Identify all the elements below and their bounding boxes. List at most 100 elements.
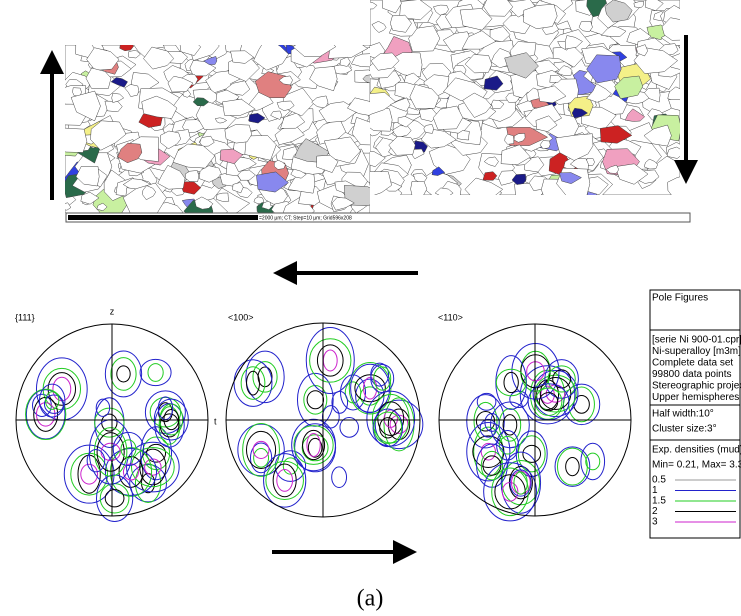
- grain: [388, 135, 416, 156]
- contour: [532, 369, 579, 418]
- contour: [573, 394, 590, 414]
- grain: [70, 90, 101, 122]
- contour: [149, 396, 182, 428]
- contour: [482, 455, 502, 476]
- grain: [182, 89, 192, 98]
- contour: [519, 365, 576, 425]
- contour: [565, 457, 580, 477]
- contour: [112, 431, 145, 466]
- grain: [381, 0, 402, 14]
- grain: [644, 0, 664, 11]
- grain: [483, 0, 514, 17]
- grain: [462, 92, 492, 118]
- grain-map-left: [65, 45, 370, 213]
- contour: [302, 429, 326, 461]
- contour: [291, 418, 336, 472]
- contour: [109, 447, 153, 497]
- contour: [348, 362, 392, 415]
- grain: [599, 125, 633, 144]
- grain: [434, 187, 454, 195]
- contour: [374, 399, 424, 450]
- contour: [77, 454, 101, 494]
- contour: [377, 401, 405, 436]
- legend-density: Exp. densities (mud):: [652, 445, 741, 456]
- contour: [473, 426, 504, 477]
- grain: [278, 75, 293, 86]
- grain: [256, 171, 289, 193]
- grain: [96, 202, 108, 211]
- grain: [559, 172, 583, 184]
- contour: [158, 406, 181, 445]
- grain: [316, 154, 339, 173]
- contour: [245, 350, 285, 404]
- grain: [389, 97, 411, 112]
- legend-param: Cluster size:3°: [652, 424, 717, 435]
- contour: [373, 366, 392, 391]
- contour: [473, 401, 498, 441]
- grain: [431, 166, 446, 176]
- grain: [222, 98, 256, 116]
- grain: [192, 97, 210, 107]
- grain: [423, 124, 434, 134]
- grain: [75, 166, 100, 187]
- contour: [479, 418, 497, 438]
- grain: [331, 197, 355, 211]
- grain: [339, 56, 351, 67]
- grain: [483, 156, 499, 167]
- grain: [214, 117, 228, 124]
- grain: [504, 52, 539, 79]
- grain: [80, 191, 100, 205]
- grain: [397, 116, 415, 128]
- caption: (a): [357, 586, 384, 612]
- grain: [270, 110, 283, 120]
- grain: [491, 99, 505, 109]
- scale-bar-frame: [65, 212, 691, 223]
- contour: [272, 463, 297, 498]
- pole-figure: [15, 323, 209, 523]
- grain: [549, 74, 563, 83]
- contour: [480, 450, 504, 481]
- grain: [370, 1, 378, 10]
- grain: [433, 4, 449, 16]
- grain: [65, 127, 88, 153]
- grain: [586, 83, 612, 103]
- contour: [301, 434, 329, 462]
- contour: [585, 452, 601, 471]
- contour: [309, 338, 352, 383]
- contour: [513, 471, 528, 495]
- grain: [65, 202, 72, 211]
- legend-box: [649, 404, 741, 441]
- contour: [130, 446, 175, 488]
- grain: [403, 72, 421, 85]
- pole-figure-label: {111}: [15, 312, 35, 322]
- legend: Pole Figures [serie Ni 900-01.cpr]Ni-sup…: [649, 289, 741, 539]
- contour: [242, 423, 280, 477]
- contour: [276, 468, 294, 492]
- contour: [86, 448, 106, 473]
- grain: [195, 99, 240, 130]
- legend-info: Ni-superalloy [m3m]: [652, 346, 741, 357]
- contour: [556, 447, 588, 486]
- contour: [158, 402, 173, 423]
- grain: [464, 54, 493, 74]
- legend-box: [649, 329, 741, 406]
- grain: [399, 0, 433, 21]
- contour: [331, 466, 348, 489]
- contour: [483, 462, 537, 522]
- grain: [179, 45, 202, 56]
- grain: [555, 133, 594, 161]
- legend-param: Half width:10°: [652, 409, 714, 420]
- contour: [547, 365, 576, 393]
- contour: [466, 394, 505, 449]
- legend-info: Stereographic projection: [652, 381, 741, 392]
- grain: [199, 165, 222, 183]
- grain: [370, 92, 396, 115]
- grain: [370, 151, 386, 168]
- legend-info: Complete data set: [652, 358, 733, 369]
- grain: [483, 75, 504, 91]
- grain: [635, 44, 648, 57]
- grain: [160, 130, 181, 150]
- contour: [129, 463, 168, 503]
- grain: [600, 25, 627, 37]
- grain: [370, 171, 392, 195]
